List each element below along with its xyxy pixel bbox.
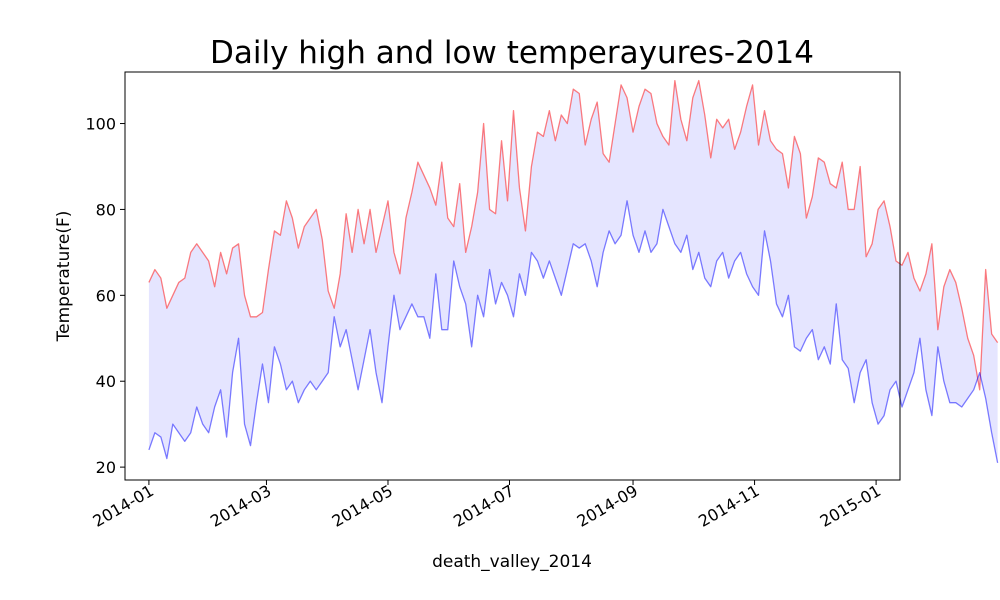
x-tick-label: 2014-09 <box>574 481 641 531</box>
x-axis-title: death_valley_2014 <box>432 552 592 572</box>
y-axis-title: Temperature(F) <box>54 211 74 343</box>
temperature-band <box>148 80 998 463</box>
y-tick-label: 40 <box>96 372 116 391</box>
x-tick-label: 2014-01 <box>90 481 157 531</box>
low-temperature-line <box>148 200 999 463</box>
y-tick-label: 20 <box>96 458 116 477</box>
x-tick-label: 2014-11 <box>695 481 762 531</box>
fill-between-area <box>148 80 998 463</box>
plot-frame <box>124 71 901 481</box>
chart-title: Daily high and low temperayures-2014 <box>210 35 814 71</box>
x-tick-label: 2014-03 <box>207 481 274 531</box>
x-axis: 2014-01 2014-03 2014-05 2014-07 2014-09 2014-… <box>90 480 884 531</box>
y-tick-label: 80 <box>96 200 116 219</box>
y-axis: 20 40 60 80 100 <box>85 115 125 477</box>
x-tick-label: 2014-07 <box>450 481 517 531</box>
x-tick-label: 2014-05 <box>329 481 396 531</box>
x-tick-label: 2015-01 <box>817 481 884 531</box>
y-tick-label: 100 <box>85 115 116 134</box>
high-temperature-line <box>148 79 999 391</box>
y-tick-label: 60 <box>96 286 116 305</box>
series-lines <box>148 79 999 463</box>
